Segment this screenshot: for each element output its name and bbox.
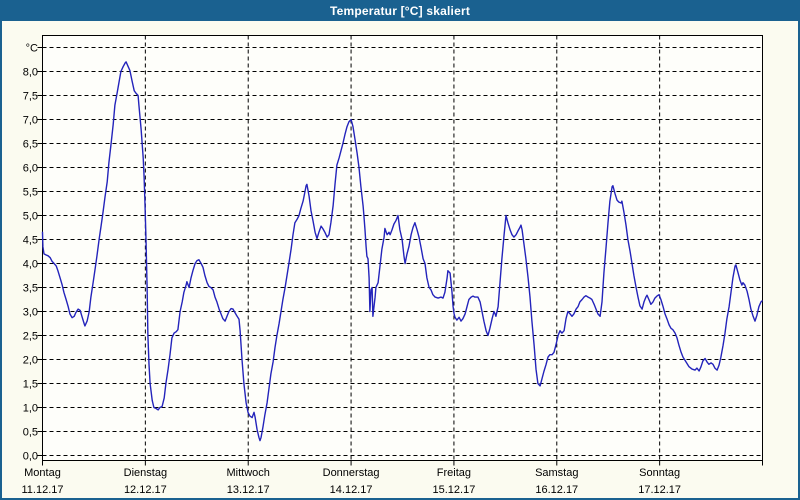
x-date-label: 11.12.17 <box>21 484 63 496</box>
y-tick-label: 2,5 <box>23 331 38 343</box>
x-day-label: Donnerstag <box>323 467 380 479</box>
y-tick-label: 3,5 <box>23 283 38 295</box>
x-day-label: Sonntag <box>639 467 680 479</box>
chart-window: Temperatur [°C] skaliert 8,07,57,06,56,0… <box>0 0 800 500</box>
x-day-label: Mittwoch <box>227 467 270 479</box>
y-tick-label: 4,0 <box>23 259 38 271</box>
temperature-chart: 8,0 7,5 7,0 6,5 6,0 5,5 5,0 4,5 4,0 3,5 3,0 2,5 2,0 1… <box>2 2 800 500</box>
y-tick-label: 5,0 <box>23 211 38 223</box>
y-tick-label: 1,5 <box>23 379 38 391</box>
y-tick-label: 6,5 <box>23 139 38 151</box>
x-day-label: Montag <box>24 467 61 479</box>
x-date-label: 14.12.17 <box>330 484 373 496</box>
y-tick-label: 5,5 <box>23 187 38 199</box>
x-date-label: 13.12.17 <box>227 484 270 496</box>
y-tick-label: 6,0 <box>23 163 38 175</box>
x-date-label: 17.12.17 <box>638 484 681 496</box>
x-day-label: Dienstag <box>124 467 167 479</box>
temperature-chart-svg: 8,0 7,5 7,0 6,5 6,0 5,5 5,0 4,5 4,0 3,5 3,0 2,5 2,0 1… <box>2 2 800 500</box>
y-tick-label: 2,0 <box>23 355 38 367</box>
y-tick-label: 7,0 <box>23 115 38 127</box>
x-date-label: 12.12.17 <box>124 484 167 496</box>
x-date-label: 15.12.17 <box>433 484 476 496</box>
y-tick-label: 4,5 <box>23 235 38 247</box>
x-day-label: Samstag <box>535 467 578 479</box>
y-tick-label: 3,0 <box>23 307 38 319</box>
y-unit-label: °C <box>26 43 38 55</box>
y-tick-label: 0,0 <box>23 451 38 463</box>
x-day-label: Freitag <box>437 467 471 479</box>
y-tick-label: 8,0 <box>23 67 38 79</box>
x-date-label: 16.12.17 <box>535 484 578 496</box>
y-tick-label: 0,5 <box>23 427 38 439</box>
y-tick-label: 7,5 <box>23 91 38 103</box>
y-tick-label: 1,0 <box>23 403 38 415</box>
